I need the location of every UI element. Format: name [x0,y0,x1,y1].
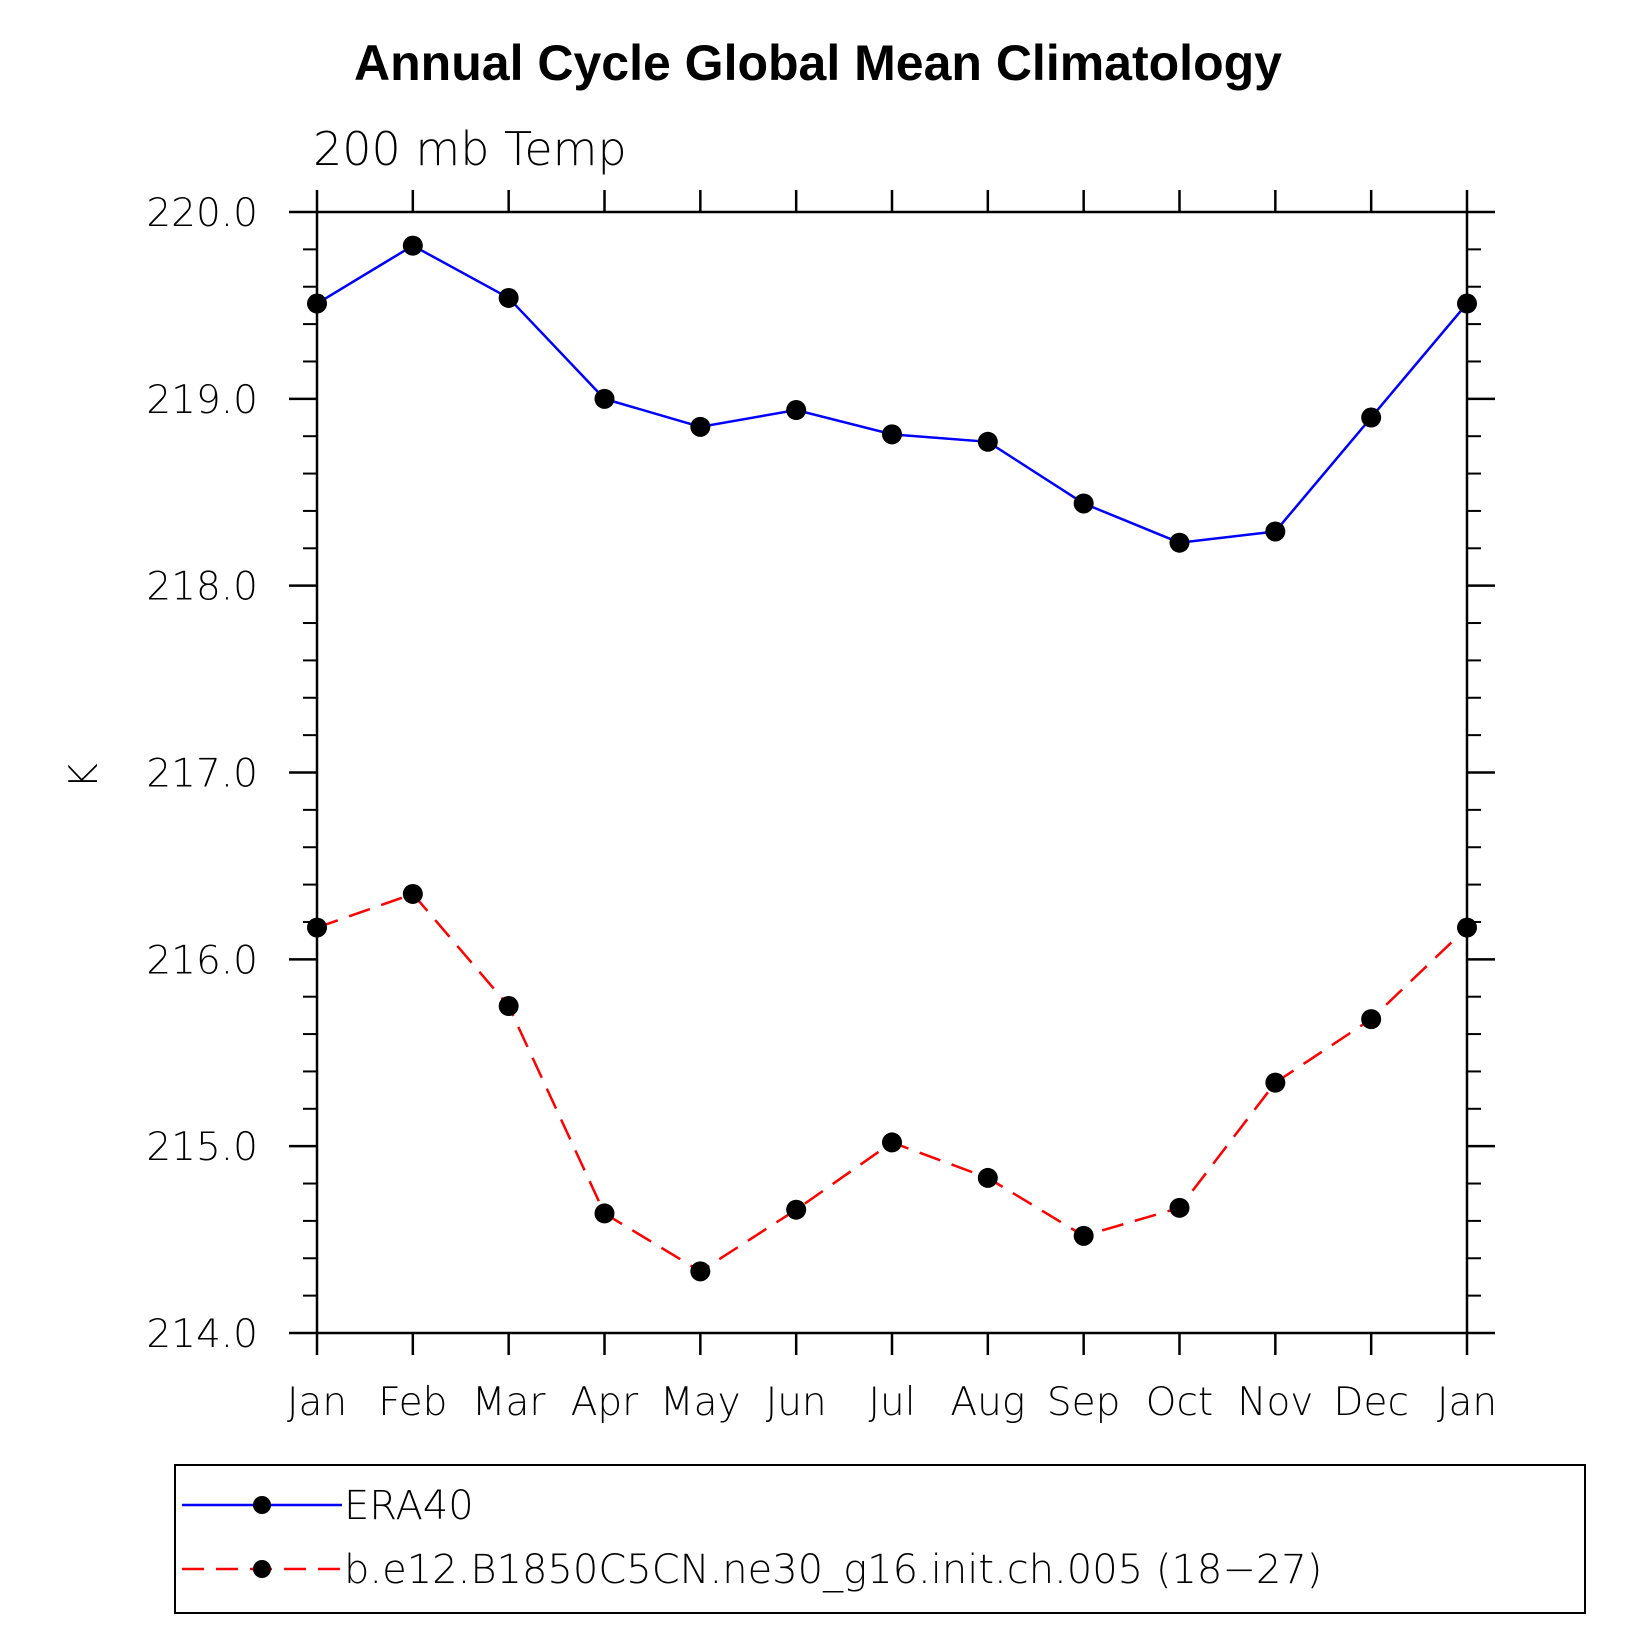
series-0-point [594,388,615,409]
x-tick-label: Dec [1333,1380,1408,1425]
y-tick-label: 217.0 [146,752,258,797]
plot-frame [315,210,1469,1335]
chart-title: Annual Cycle Global Mean Climatology [354,35,1282,91]
x-tick-label: Jul [868,1380,915,1425]
series-1-point [1265,1072,1286,1093]
x-tick-label: Feb [378,1380,447,1425]
series-1-point [1169,1197,1190,1218]
series-0-point [786,400,807,421]
legend-marker-era40 [253,1496,271,1514]
y-tick-label: 215.0 [146,1125,258,1170]
chart-subtitle: 200 mb Temp [313,122,627,176]
series-line-1 [316,892,1468,1273]
series-1-point [402,883,423,904]
x-tick-label: Aug [950,1380,1025,1425]
series-0-point [307,293,327,314]
series-0-point [1265,521,1286,542]
x-tick-label: Mar [472,1380,546,1425]
y-tick-label: 220.0 [146,191,258,236]
series-1-point [786,1199,807,1220]
series-1-point [1361,1009,1382,1030]
series-1-point [882,1132,902,1153]
y-tick-label: 216.0 [146,938,258,983]
x-tick-label: May [660,1380,741,1425]
legend-label-model: b.e12.B1850C5CN.ne30_g16.init.ch.005 (18… [344,1547,1322,1593]
series-0-point [1073,493,1094,514]
y-tick-label: 214.0 [146,1312,258,1357]
x-tick-label: Jun [766,1380,827,1425]
y-tick-label: 218.0 [146,565,258,610]
legend: ERA40 b.e12.B1850C5CN.ne30_g16.init.ch.0… [174,1464,1586,1614]
series-0-point [977,431,998,452]
x-tick-label: Jan [287,1380,347,1425]
y-axis-label: K [62,763,107,789]
legend-box [174,1464,1586,1614]
series-0-point [1361,407,1382,428]
series-1-point [690,1261,711,1282]
series-layer [307,235,1477,1282]
series-1-point [307,917,327,938]
series-1-point [977,1167,998,1188]
series-0-point [1169,532,1190,553]
series-0-point [402,235,423,256]
x-tick-label: Apr [571,1380,638,1425]
series-0-point [690,416,711,437]
series-0-point [1457,293,1477,314]
y-tick-label: 219.0 [146,378,258,423]
series-1-point [1073,1225,1094,1246]
plot-axes: Jan Feb Mar Apr May Jun Jul Aug Sep Oct Nov Dec Jan 2… [146,190,1497,1425]
x-tick-label: Nov [1237,1380,1313,1425]
series-1-point [498,996,519,1017]
x-tick-label: Sep [1047,1380,1121,1425]
legend-marker-model [253,1560,271,1578]
series-0-point [498,287,519,308]
series-0-point [882,424,902,445]
series-1-point [594,1203,615,1224]
legend-label-era40: ERA40 [344,1483,474,1529]
series-1-point [1457,917,1477,938]
x-tick-label: Oct [1146,1380,1213,1425]
x-tick-label: Jan [1437,1380,1497,1425]
series-line-0 [316,244,1468,544]
